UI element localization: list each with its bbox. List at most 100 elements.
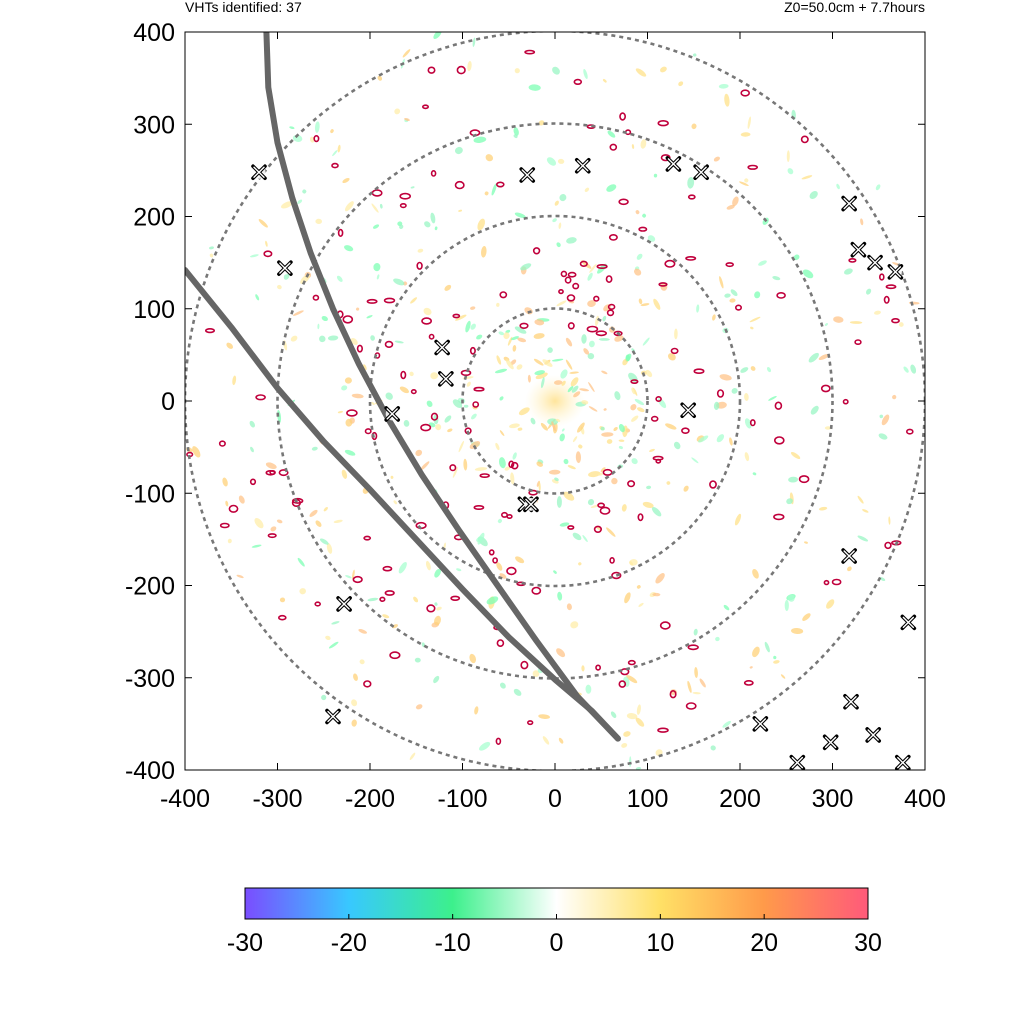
echo-speck — [773, 655, 777, 660]
echo-speck — [315, 520, 322, 527]
echo-speck — [712, 314, 716, 321]
contour — [659, 621, 671, 630]
echo-speck — [818, 506, 828, 511]
echo-speck — [254, 517, 264, 529]
echo-speck — [351, 719, 357, 727]
echo-speck — [352, 569, 355, 580]
echo-speck — [802, 269, 814, 279]
echo-speck — [634, 399, 645, 406]
echo-speck — [558, 737, 564, 744]
contour — [609, 557, 615, 564]
echo-speck — [642, 213, 646, 218]
echo-speck — [780, 674, 786, 679]
echo-speck — [719, 374, 732, 381]
echo-speck — [791, 627, 804, 635]
echo-speck — [553, 570, 557, 574]
contour — [526, 720, 534, 726]
contour — [492, 557, 498, 564]
contour — [842, 398, 849, 405]
contour — [630, 379, 639, 385]
echo-speck — [435, 424, 442, 431]
echo-speck — [458, 209, 463, 212]
echo-speck — [588, 406, 598, 412]
echo-speck — [328, 641, 339, 649]
echo-speck — [793, 254, 800, 261]
echo-speck — [556, 496, 562, 508]
contour — [400, 370, 407, 380]
echo-speck — [236, 574, 244, 579]
contour — [798, 475, 810, 484]
echo-speck — [321, 315, 328, 322]
x-tick-label: -100 — [437, 785, 487, 813]
echo-speck — [344, 201, 354, 212]
echo-speck — [551, 358, 564, 362]
echo-speck — [598, 337, 610, 341]
echo-speck — [447, 428, 453, 433]
echo-speck — [444, 284, 452, 291]
echo-speck — [558, 222, 562, 229]
echo-speck — [463, 458, 468, 471]
echo-speck — [810, 405, 819, 415]
contour — [687, 194, 696, 200]
echo-speck — [393, 278, 405, 286]
echo-speck — [209, 253, 214, 258]
echo-speck — [747, 116, 751, 129]
echo-speck — [881, 414, 890, 426]
echo-speck — [382, 614, 390, 619]
echo-speck — [874, 310, 881, 315]
contour — [773, 513, 785, 521]
echo-speck — [417, 248, 424, 253]
contour — [496, 639, 505, 647]
echo-speck — [618, 445, 623, 450]
echo-speck — [567, 386, 574, 393]
contour — [597, 502, 605, 509]
x-tick-label: -400 — [160, 785, 210, 813]
contour — [567, 525, 575, 530]
colorbar-tick-label: 0 — [550, 929, 564, 957]
contour — [427, 66, 436, 74]
contour — [346, 409, 358, 417]
contour — [205, 328, 216, 334]
contour — [650, 415, 659, 422]
echo-speck — [547, 347, 553, 353]
echo-speck — [804, 541, 808, 544]
echo-speck — [538, 120, 545, 126]
echo-speck — [740, 367, 749, 373]
echo-speck — [635, 68, 647, 77]
contour — [410, 389, 417, 395]
echo-speck — [653, 298, 661, 310]
echo-speck — [630, 404, 637, 411]
echo-speck — [426, 400, 433, 408]
echo-speck — [527, 374, 531, 383]
echo-speck — [250, 446, 254, 453]
range-ring — [368, 214, 742, 588]
echo-speck — [645, 369, 653, 378]
echo-speck — [635, 717, 645, 727]
echo-speck — [879, 414, 884, 419]
echo-speck — [410, 297, 418, 304]
echo-speck — [552, 218, 557, 223]
colorbar-ticks: -30 -20 -10 0 10 20 30 — [227, 914, 882, 957]
echo-speck — [512, 452, 517, 460]
echo-speck — [694, 667, 698, 678]
echo-speck — [344, 449, 356, 456]
echo-speck — [341, 385, 348, 391]
echo-speck — [463, 404, 469, 408]
echo-speck — [587, 498, 595, 506]
echo-speck — [732, 196, 739, 207]
contour — [687, 644, 699, 651]
echo-speck — [473, 136, 487, 143]
vht-marker — [665, 156, 682, 172]
echo-speck — [452, 466, 458, 478]
contour — [820, 384, 831, 393]
contour — [586, 325, 599, 333]
echo-speck — [618, 424, 625, 433]
echo-speck — [588, 381, 595, 393]
vht-marker — [850, 241, 867, 258]
echo-speck — [535, 372, 548, 380]
echo-speck — [565, 359, 573, 370]
echo-speck — [583, 69, 588, 79]
contour — [619, 112, 626, 121]
contour — [519, 322, 529, 329]
contour — [506, 513, 513, 519]
